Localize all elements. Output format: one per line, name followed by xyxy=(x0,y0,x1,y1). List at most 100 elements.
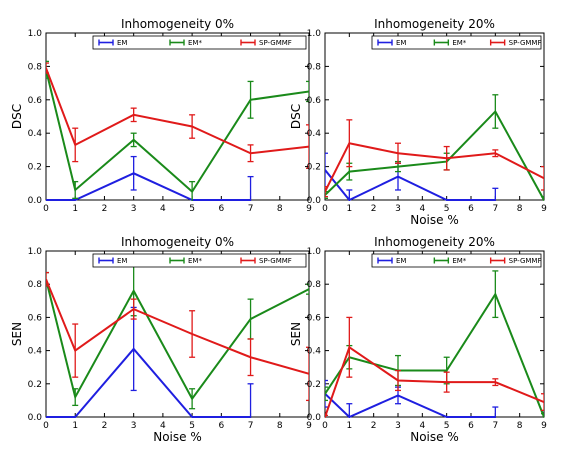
x-tick-label: 0 xyxy=(322,204,328,214)
x-tick-label: 9 xyxy=(306,421,312,431)
series-line-em xyxy=(46,172,251,201)
chart-title: Inhomogeneity 0% xyxy=(121,17,234,31)
series-line-em- xyxy=(325,109,544,201)
y-tick-label: 0.0 xyxy=(28,413,43,423)
x-tick-label: 7 xyxy=(248,421,254,431)
y-tick-label: 1.0 xyxy=(307,247,322,257)
series-line-em- xyxy=(325,291,544,418)
legend: EM EM* SP-GMMF xyxy=(92,253,307,268)
x-axis-label: Noise % xyxy=(410,430,459,444)
series-line-em xyxy=(325,393,496,418)
y-axis-label: SEN xyxy=(10,322,24,346)
x-tick-label: 3 xyxy=(395,421,401,431)
x-tick-label: 1 xyxy=(72,204,78,214)
x-tick-label: 4 xyxy=(160,204,166,214)
y-tick-label: 0.0 xyxy=(307,413,322,423)
x-tick-label: 6 xyxy=(468,204,474,214)
x-tick-label: 0 xyxy=(322,421,328,431)
legend-label: EM xyxy=(396,257,406,265)
x-tick-label: 9 xyxy=(541,421,547,431)
x-tick-label: 3 xyxy=(131,421,137,431)
x-tick-label: 4 xyxy=(160,421,166,431)
y-axis-label: DSC xyxy=(289,104,303,129)
x-tick-label: 6 xyxy=(218,204,224,214)
x-tick-label: 4 xyxy=(419,421,425,431)
x-tick-label: 5 xyxy=(444,204,450,214)
y-tick-label: 0.6 xyxy=(307,96,322,106)
chart-panel-3: 0 1 2 3 4 5 6 7 8 9 0.0 0.2 0.4 0.6 0.8 1.0 Inhomogeneit… xyxy=(10,235,312,444)
plot-area xyxy=(46,60,309,201)
series-line-em xyxy=(325,169,496,201)
y-tick-label: 0.8 xyxy=(307,62,322,72)
x-axis-label: Noise % xyxy=(410,213,459,227)
x-tick-label: 1 xyxy=(346,204,352,214)
legend-label: EM* xyxy=(188,39,202,47)
legend-label: SP-GMMF xyxy=(509,257,542,265)
x-tick-label: 3 xyxy=(131,204,137,214)
x-tick-label: 1 xyxy=(72,421,78,431)
x-tick-label: 1 xyxy=(346,421,352,431)
x-tick-label: 9 xyxy=(306,204,312,214)
x-tick-label: 0 xyxy=(43,421,49,431)
y-tick-label: 0.4 xyxy=(28,129,43,139)
x-tick-label: 6 xyxy=(468,421,474,431)
legend-label: EM* xyxy=(452,257,466,265)
x-tick-label: 5 xyxy=(189,204,195,214)
y-tick-label: 1.0 xyxy=(28,29,43,39)
chart-title: Inhomogeneity 20% xyxy=(374,235,495,249)
x-tick-label: 4 xyxy=(419,204,425,214)
x-tick-label: 0 xyxy=(43,204,49,214)
chart-panel-4: 0 1 2 3 4 5 6 7 8 90.00.20.40.60.81.0Inhomogeneit… xyxy=(289,235,547,444)
legend: EM EM* SP-GMMF xyxy=(371,35,541,50)
x-tick-label: 2 xyxy=(371,421,377,431)
x-axis-label: Noise % xyxy=(153,430,202,444)
legend-label: EM xyxy=(396,39,406,47)
chart-title: Inhomogeneity 0% xyxy=(121,235,234,249)
legend-label: EM* xyxy=(188,257,202,265)
y-tick-label: 0.2 xyxy=(28,380,42,390)
y-tick-label: 0.2 xyxy=(307,163,321,173)
y-tick-label: 0.6 xyxy=(28,313,43,323)
legend: EM EM* SP-GMMF xyxy=(371,253,542,268)
x-tick-label: 2 xyxy=(102,421,108,431)
chart-panel-2: 0 1 2 3 4 5 6 7 8 90.00.20.40.60.81.0Inhomogeneit… xyxy=(289,17,547,227)
y-tick-label: 0.2 xyxy=(28,163,42,173)
legend-label: EM xyxy=(117,257,127,265)
legend: EM EM* SP-GMMF xyxy=(92,35,307,50)
y-tick-label: 0.6 xyxy=(307,313,322,323)
x-tick-label: 6 xyxy=(218,421,224,431)
y-axis-label: SEN xyxy=(289,322,303,346)
x-tick-label: 2 xyxy=(371,204,377,214)
y-tick-label: 1.0 xyxy=(307,29,322,39)
series-line-em- xyxy=(46,69,309,194)
y-tick-label: 0.4 xyxy=(28,347,43,357)
x-tick-label: 2 xyxy=(102,204,108,214)
series-line-em- xyxy=(46,278,309,401)
x-tick-label: 7 xyxy=(492,204,498,214)
x-tick-label: 8 xyxy=(517,204,523,214)
y-tick-label: 0.2 xyxy=(307,380,321,390)
x-tick-label: 9 xyxy=(541,204,547,214)
legend-label: SP-GMMF xyxy=(259,39,292,47)
legend-label: EM xyxy=(117,39,127,47)
plot-frame xyxy=(324,250,545,418)
y-axis-label: DSC xyxy=(10,104,24,129)
x-tick-label: 3 xyxy=(395,204,401,214)
legend-label: SP-GMMF xyxy=(259,257,292,265)
y-tick-label: 0.0 xyxy=(28,196,43,206)
series-line-sp-gmmf xyxy=(325,142,544,193)
series-line-sp-gmmf xyxy=(46,278,309,375)
y-tick-label: 0.6 xyxy=(28,96,43,106)
series-line-sp-gmmf xyxy=(325,345,544,418)
plot-area xyxy=(325,270,544,418)
plot-frame xyxy=(324,32,545,201)
plot-area xyxy=(46,265,309,418)
legend-label: EM* xyxy=(452,39,466,47)
chart-panel-1: 0 1 2 3 4 5 6 7 8 9 0.0 0.2 0.4 0.6 0.8 1.0 Inhomogeneit… xyxy=(10,17,312,214)
plot-frame xyxy=(45,32,310,201)
plot-area xyxy=(325,94,544,201)
y-tick-label: 0.0 xyxy=(307,196,322,206)
plot-frame xyxy=(45,250,310,418)
y-tick-label: 0.8 xyxy=(28,62,43,72)
